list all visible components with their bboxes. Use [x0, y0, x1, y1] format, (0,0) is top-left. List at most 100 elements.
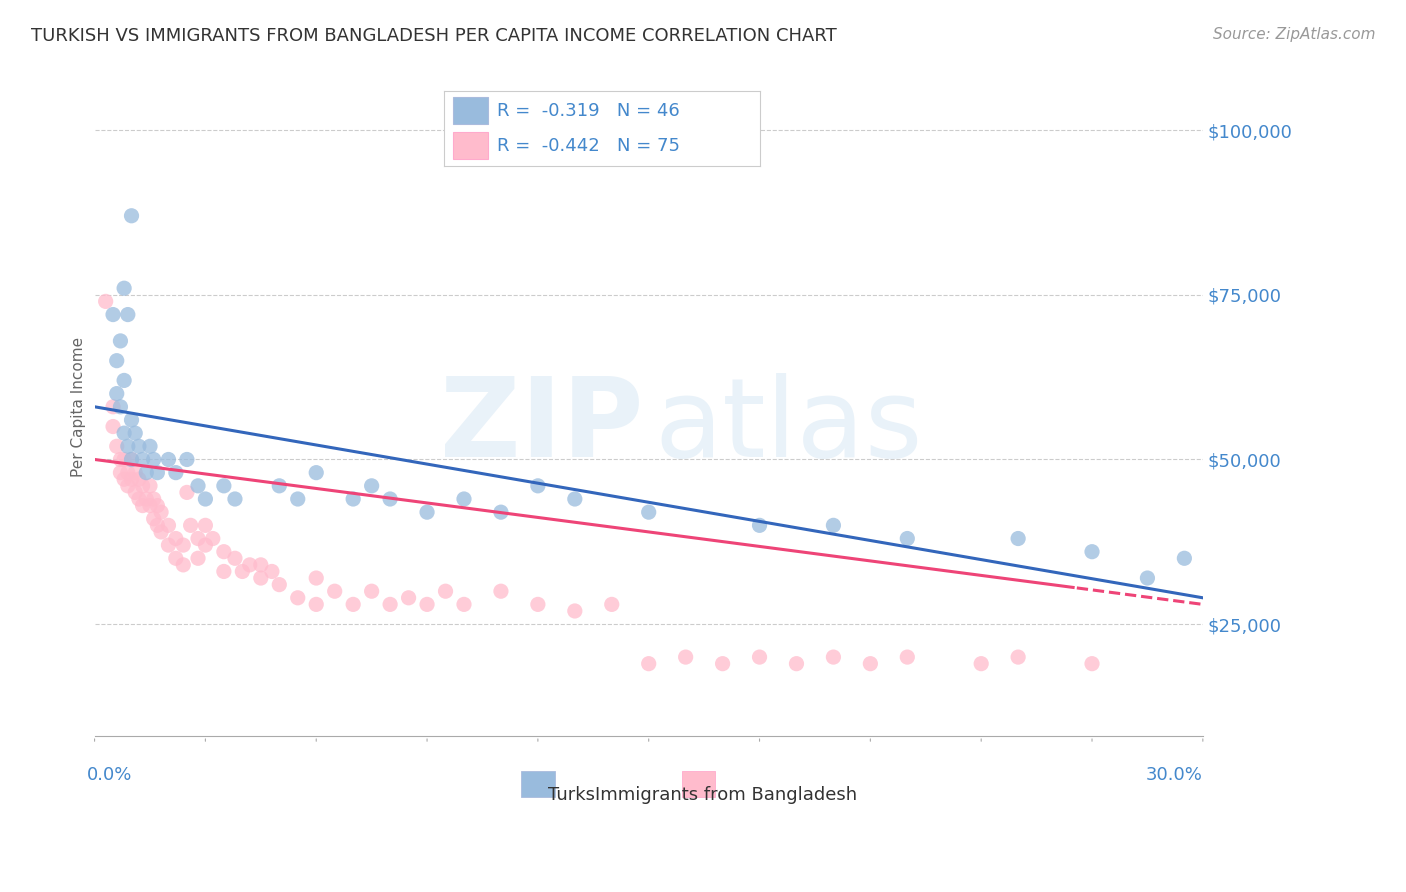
- Point: [239, 558, 262, 572]
- Point: [112, 281, 135, 295]
- Point: [94, 294, 117, 309]
- Point: [142, 491, 165, 506]
- Point: [112, 472, 135, 486]
- Point: [637, 505, 659, 519]
- Point: [527, 598, 550, 612]
- Point: [564, 491, 586, 506]
- Point: [360, 479, 382, 493]
- Point: [139, 499, 162, 513]
- Text: Immigrants from Bangladesh: Immigrants from Bangladesh: [595, 786, 858, 804]
- Text: 0.0%: 0.0%: [87, 765, 132, 784]
- Point: [150, 524, 173, 539]
- Point: [269, 479, 291, 493]
- Point: [201, 532, 224, 546]
- Point: [117, 479, 139, 493]
- Point: [180, 518, 202, 533]
- Point: [859, 657, 882, 671]
- Point: [212, 565, 235, 579]
- Point: [121, 452, 143, 467]
- Y-axis label: Per Capita Income: Per Capita Income: [72, 336, 86, 477]
- Point: [187, 551, 209, 566]
- Point: [378, 491, 401, 506]
- Point: [1173, 551, 1195, 566]
- Point: [600, 598, 623, 612]
- Point: [176, 452, 198, 467]
- Point: [117, 439, 139, 453]
- Point: [128, 439, 150, 453]
- Point: [121, 472, 143, 486]
- Point: [146, 466, 169, 480]
- Point: [378, 598, 401, 612]
- Point: [269, 577, 291, 591]
- Point: [124, 426, 146, 441]
- Point: [176, 485, 198, 500]
- Point: [970, 657, 993, 671]
- Point: [187, 479, 209, 493]
- Point: [287, 591, 309, 605]
- Point: [250, 558, 273, 572]
- Point: [157, 538, 180, 552]
- Text: TURKISH VS IMMIGRANTS FROM BANGLADESH PER CAPITA INCOME CORRELATION CHART: TURKISH VS IMMIGRANTS FROM BANGLADESH PE…: [31, 27, 837, 45]
- Point: [224, 551, 246, 566]
- Point: [117, 308, 139, 322]
- Point: [1007, 650, 1029, 665]
- Point: [110, 334, 132, 348]
- Point: [323, 584, 346, 599]
- Point: [105, 353, 128, 368]
- Point: [194, 518, 217, 533]
- Point: [128, 491, 150, 506]
- Point: [135, 491, 157, 506]
- Point: [187, 532, 209, 546]
- Text: 30.0%: 30.0%: [1146, 765, 1204, 784]
- Point: [785, 657, 807, 671]
- FancyBboxPatch shape: [522, 771, 554, 797]
- Point: [823, 650, 845, 665]
- Point: [434, 584, 457, 599]
- Point: [1081, 544, 1104, 558]
- Point: [121, 413, 143, 427]
- Point: [135, 466, 157, 480]
- Point: [1136, 571, 1159, 585]
- Point: [142, 452, 165, 467]
- Text: Turks: Turks: [547, 786, 595, 804]
- Point: [172, 558, 194, 572]
- Point: [398, 591, 420, 605]
- Point: [711, 657, 734, 671]
- Point: [231, 565, 253, 579]
- Point: [489, 505, 512, 519]
- Point: [212, 479, 235, 493]
- Point: [748, 650, 770, 665]
- Point: [128, 472, 150, 486]
- Point: [142, 512, 165, 526]
- Point: [1081, 657, 1104, 671]
- Point: [165, 551, 187, 566]
- Text: Source: ZipAtlas.com: Source: ZipAtlas.com: [1212, 27, 1375, 42]
- Point: [139, 439, 162, 453]
- Point: [748, 518, 770, 533]
- Point: [124, 466, 146, 480]
- Point: [165, 466, 187, 480]
- Point: [131, 499, 153, 513]
- Point: [101, 419, 124, 434]
- Point: [305, 466, 328, 480]
- Point: [823, 518, 845, 533]
- Point: [416, 505, 439, 519]
- Point: [172, 538, 194, 552]
- Point: [112, 373, 135, 387]
- Point: [121, 209, 143, 223]
- Point: [157, 452, 180, 467]
- Point: [165, 532, 187, 546]
- Point: [194, 538, 217, 552]
- Point: [342, 491, 364, 506]
- Point: [157, 518, 180, 533]
- Point: [110, 400, 132, 414]
- Point: [131, 452, 153, 467]
- Point: [489, 584, 512, 599]
- Point: [101, 308, 124, 322]
- Point: [305, 571, 328, 585]
- Point: [453, 598, 475, 612]
- Point: [1007, 532, 1029, 546]
- Point: [416, 598, 439, 612]
- Point: [150, 505, 173, 519]
- Point: [146, 499, 169, 513]
